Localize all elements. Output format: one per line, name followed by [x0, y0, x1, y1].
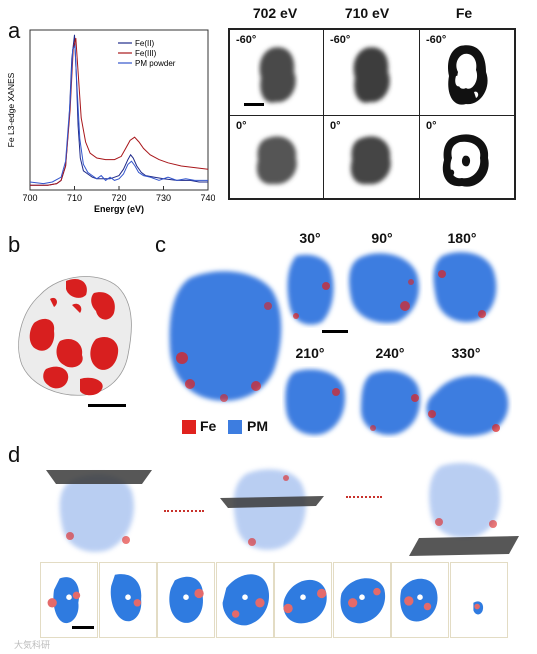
legend-label-fe: Fe [200, 418, 217, 434]
grid-cell-fe-m60: -60° [419, 29, 515, 116]
plot-frame [29, 29, 209, 191]
slice-strip [40, 562, 508, 640]
panel-label-b: b [8, 232, 21, 257]
angle-label-240: 240° [375, 345, 405, 361]
legend-swatch-fe [182, 420, 196, 434]
panel-b-3d-render [18, 276, 132, 396]
panel-label-a: a [8, 18, 21, 43]
xanes-legend: Fe(II)Fe(III)PM powder [118, 39, 176, 68]
slice-2 [98, 562, 157, 638]
slice-4 [215, 562, 274, 638]
particle-view-330 [426, 375, 509, 436]
slice-7 [391, 562, 449, 638]
legend-entry-1: Fe(III) [135, 49, 157, 58]
slice-sequence-dots [346, 496, 382, 498]
col-header-fe: Fe [455, 5, 473, 21]
fe-map-particle [448, 45, 488, 105]
particle-view-90 [349, 253, 419, 323]
legend-label-pm: PM [247, 418, 268, 434]
angle-label-90: 90° [371, 230, 393, 246]
x-tick-label-4: 740 [200, 193, 215, 203]
fe-map-particle [442, 134, 489, 187]
slice-sequence-dots [164, 510, 204, 512]
slice-5 [274, 562, 332, 638]
x-tick-label-3: 730 [156, 193, 171, 203]
x-tick-label-2: 720 [111, 193, 126, 203]
angle-label-30: 30° [299, 230, 321, 246]
panel-label-c: c [155, 232, 166, 257]
particle-view-240 [361, 370, 421, 435]
legend-entry-0: Fe(II) [135, 39, 154, 48]
grayscale-particle [256, 136, 297, 185]
grayscale-particle [350, 136, 391, 185]
angle-label-210: 210° [295, 345, 325, 361]
legend-swatch-pm [228, 420, 242, 434]
xanes-lines [29, 34, 209, 186]
particle-view-180 [433, 252, 497, 322]
col-header-702ev: 702 eV [252, 5, 298, 21]
x-tick-label-1: 710 [67, 193, 82, 203]
slice-8 [449, 562, 508, 638]
row-label-0: 0° [330, 120, 341, 132]
angle-label-330: 330° [451, 345, 481, 361]
slice-1 [40, 562, 98, 638]
x-axis-label: Energy (eV) [94, 204, 144, 214]
slice-3 [157, 562, 215, 638]
scale-bar [322, 330, 348, 333]
slice-plane-middle [220, 469, 324, 550]
scale-bar [88, 404, 126, 407]
grayscale-particle [353, 47, 390, 103]
slice-6 [332, 562, 391, 638]
xanes-image-grid [228, 28, 516, 200]
row-label-m60: -60° [236, 34, 257, 46]
x-tick-label-0: 700 [22, 193, 37, 203]
particle-view-210 [285, 369, 346, 435]
row-label-m60: -60° [330, 34, 351, 46]
slice-plane-bottom [409, 462, 519, 556]
row-label-0: 0° [236, 120, 247, 132]
scale-bar [72, 626, 94, 629]
watermark-text: 大気科研 [14, 640, 51, 650]
row-label-m60: -60° [426, 34, 447, 46]
xanes-chart: 700 710 720 730 740 Energy (eV) Fe L3-edge X… [6, 29, 215, 214]
scale-bar [244, 103, 264, 106]
panel-c-main-particle [169, 271, 282, 402]
particle-view-30 [287, 254, 334, 325]
grid-cell-710-0: 0° [323, 115, 420, 199]
col-header-710ev: 710 eV [344, 5, 390, 21]
grayscale-particle [259, 47, 296, 103]
row-label-0: 0° [426, 120, 437, 132]
legend-entry-2: PM powder [135, 59, 176, 68]
angle-label-180: 180° [447, 230, 477, 246]
grid-cell-fe-0: 0° [419, 115, 515, 199]
grid-cell-702-m60: -60° [229, 29, 324, 116]
y-axis-label: Fe L3-edge XANES [6, 72, 16, 147]
grid-cell-710-m60: -60° [323, 29, 420, 116]
panel-label-d: d [8, 442, 21, 467]
xanes-ticks: 700 710 720 730 740 [22, 186, 215, 203]
series-line-2 [29, 44, 208, 185]
slice-plane-top [46, 470, 152, 552]
grid-cell-702-0: 0° [229, 115, 324, 199]
